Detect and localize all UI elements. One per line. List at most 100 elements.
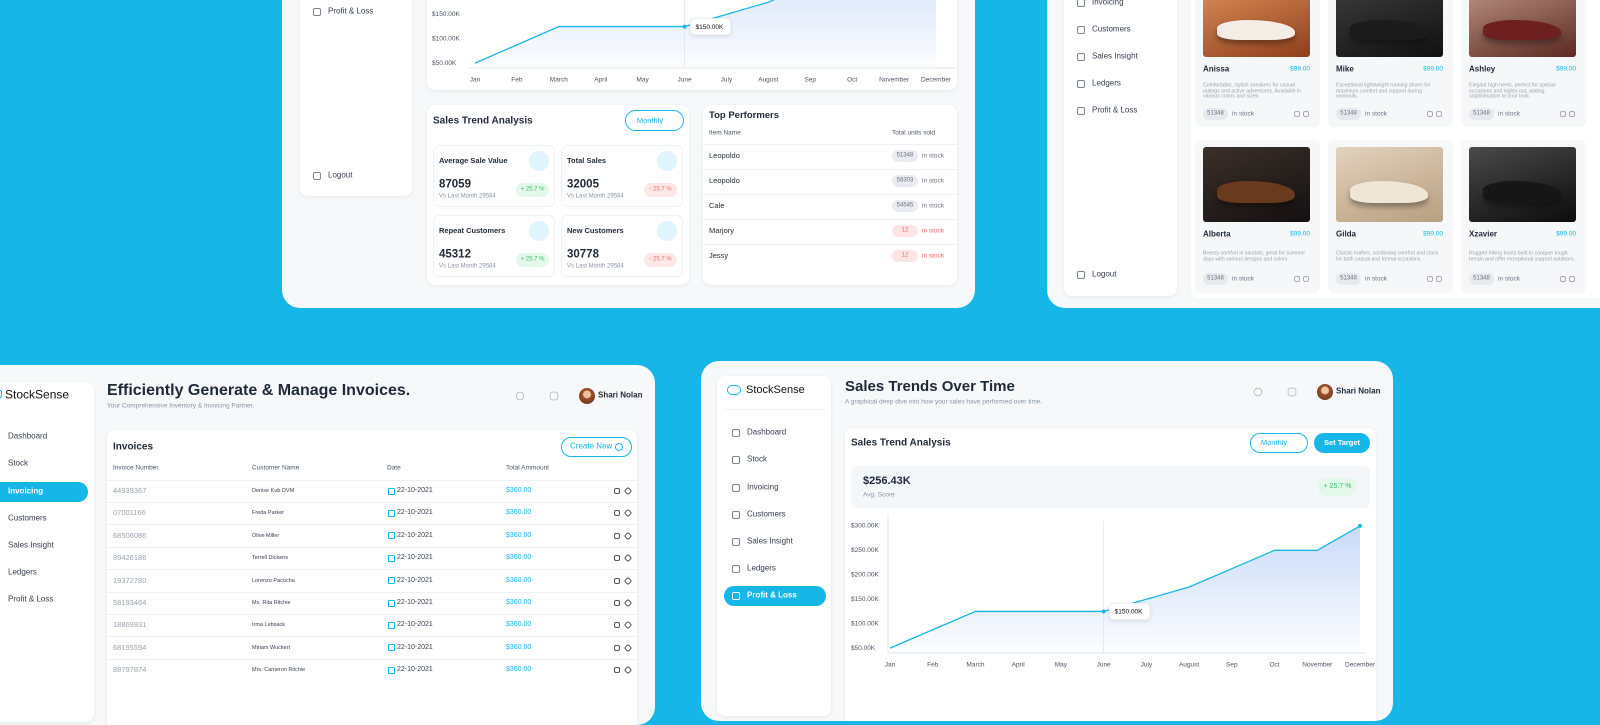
search-button[interactable] [515, 391, 525, 401]
stock-badge [1203, 273, 1228, 285]
messages-button[interactable] [549, 391, 559, 401]
customer-name: Lorenzo Pacocha [252, 577, 295, 584]
y-tick-label: $250.00K [851, 547, 879, 554]
x-tick-label: June [1097, 662, 1111, 669]
tooltip-point [1101, 609, 1106, 614]
x-tick-label: April [594, 77, 608, 84]
product-price: $99.00 [1290, 230, 1310, 238]
icon [1303, 111, 1309, 117]
messages-button[interactable] [1287, 387, 1297, 397]
icon [614, 532, 620, 539]
product-name: Mike [1336, 64, 1354, 74]
sidebar [717, 376, 831, 716]
nav-active[interactable] [0, 482, 88, 502]
x-tick-label: Jan [885, 662, 896, 669]
nav-item[interactable]: Invoicing [8, 486, 44, 496]
units-badge [892, 250, 918, 262]
avatar[interactable] [579, 388, 595, 404]
item-name: Jessy [709, 250, 729, 260]
stock-badge [1336, 108, 1361, 120]
product-name: Gilda [1336, 229, 1357, 239]
product-shoe [1350, 180, 1428, 204]
stock-count: 51348 [1473, 110, 1490, 117]
x-tick-label: April [1012, 662, 1026, 669]
nav-active[interactable] [724, 586, 826, 606]
calendar-icon [388, 554, 395, 562]
stock-count: 51348 [1207, 110, 1224, 117]
search-button[interactable] [1253, 387, 1263, 397]
sidebar-divider [724, 409, 826, 410]
target-label[interactable]: Set Target [1323, 437, 1361, 447]
units-badge [892, 225, 918, 237]
nav-item[interactable]: Profit & Loss [8, 594, 54, 604]
nav-item[interactable]: Profit & Loss [747, 590, 797, 600]
units-value: 58303 [896, 177, 914, 184]
nav-item[interactable]: Ledgers [747, 563, 776, 573]
page-title: Efficiently Generate & Manage Invoices. [107, 382, 411, 400]
target-button[interactable] [1314, 433, 1370, 453]
units-badge [892, 175, 918, 187]
nav-item[interactable]: Customers [1092, 24, 1131, 34]
nav-item[interactable]: Dashboard [747, 427, 787, 437]
nav-item[interactable]: Customers [8, 513, 47, 523]
end-point [1358, 523, 1362, 528]
customer-name: Freda Parker [252, 510, 285, 517]
icon [614, 622, 620, 629]
calendar-icon [388, 577, 395, 585]
product-name: Ashley [1469, 64, 1496, 74]
create-button[interactable] [561, 437, 632, 457]
brand: StockSense [746, 383, 805, 396]
user-name[interactable]: Shari Nolan [1336, 386, 1381, 396]
icon [1560, 111, 1566, 117]
stat-value: 87059 [439, 178, 471, 191]
stock-badge [1203, 108, 1228, 120]
item-name: Cale [709, 200, 725, 210]
product-shoe [1483, 20, 1561, 41]
stat-icon [657, 151, 677, 171]
icon [1436, 276, 1442, 282]
nav-item[interactable]: Sales Insight [8, 540, 54, 550]
nav-item[interactable]: Invoicing [747, 482, 779, 492]
icon [1294, 111, 1300, 117]
units-value: 51348 [896, 152, 914, 159]
user-name[interactable]: Shari Nolan [598, 390, 643, 400]
nav-item[interactable]: Dashboard [8, 431, 48, 441]
logout[interactable]: Logout [328, 170, 353, 180]
customer-name: Denise Kub DVM [252, 487, 295, 494]
nav-item[interactable]: Profit & Loss [1092, 105, 1138, 115]
units-value: 12 [901, 252, 909, 259]
nav-item[interactable]: Sales Insight [747, 536, 793, 546]
invoice-amount: $360.00 [506, 666, 532, 674]
create-icon [615, 443, 623, 451]
nav-item[interactable]: Customers [747, 509, 786, 519]
nav-item[interactable]: Invoicing [1092, 0, 1124, 7]
icon [732, 592, 740, 600]
stock-label: in stock [1232, 275, 1255, 283]
column-header: Item Name [709, 129, 741, 137]
icon [1077, 53, 1085, 61]
column-header: Customer Name [252, 464, 300, 472]
icon [1427, 111, 1433, 117]
invoice-date: 22-10-2021 [397, 554, 433, 562]
icon [1427, 276, 1433, 282]
nav-item[interactable]: Sales Insight [1092, 51, 1138, 61]
nav-item[interactable]: Ledgers [1092, 78, 1121, 88]
filter-label[interactable]: Monthly [636, 115, 664, 125]
avatar[interactable] [1317, 384, 1333, 400]
x-tick-label: August [758, 77, 778, 84]
stat-note: Vs Last Month 29584 [439, 263, 496, 270]
create-label[interactable]: Create New [570, 441, 613, 451]
filter-label[interactable]: Monthly [1260, 437, 1288, 447]
nav-item[interactable]: Stock [747, 454, 768, 464]
logout[interactable]: Logout [1092, 269, 1117, 279]
product-price: $99.00 [1556, 65, 1576, 73]
nav-item[interactable]: Stock [8, 458, 29, 468]
nav-item[interactable]: Profit & Loss [328, 6, 374, 16]
invoice-amount: $360.00 [506, 599, 532, 607]
nav-item[interactable]: Ledgers [8, 567, 37, 577]
icon [732, 538, 740, 546]
units-value: 54545 [896, 202, 914, 209]
invoice-amount: $360.00 [506, 487, 532, 495]
filter-button[interactable] [1250, 433, 1308, 453]
filter-button[interactable] [625, 110, 684, 131]
